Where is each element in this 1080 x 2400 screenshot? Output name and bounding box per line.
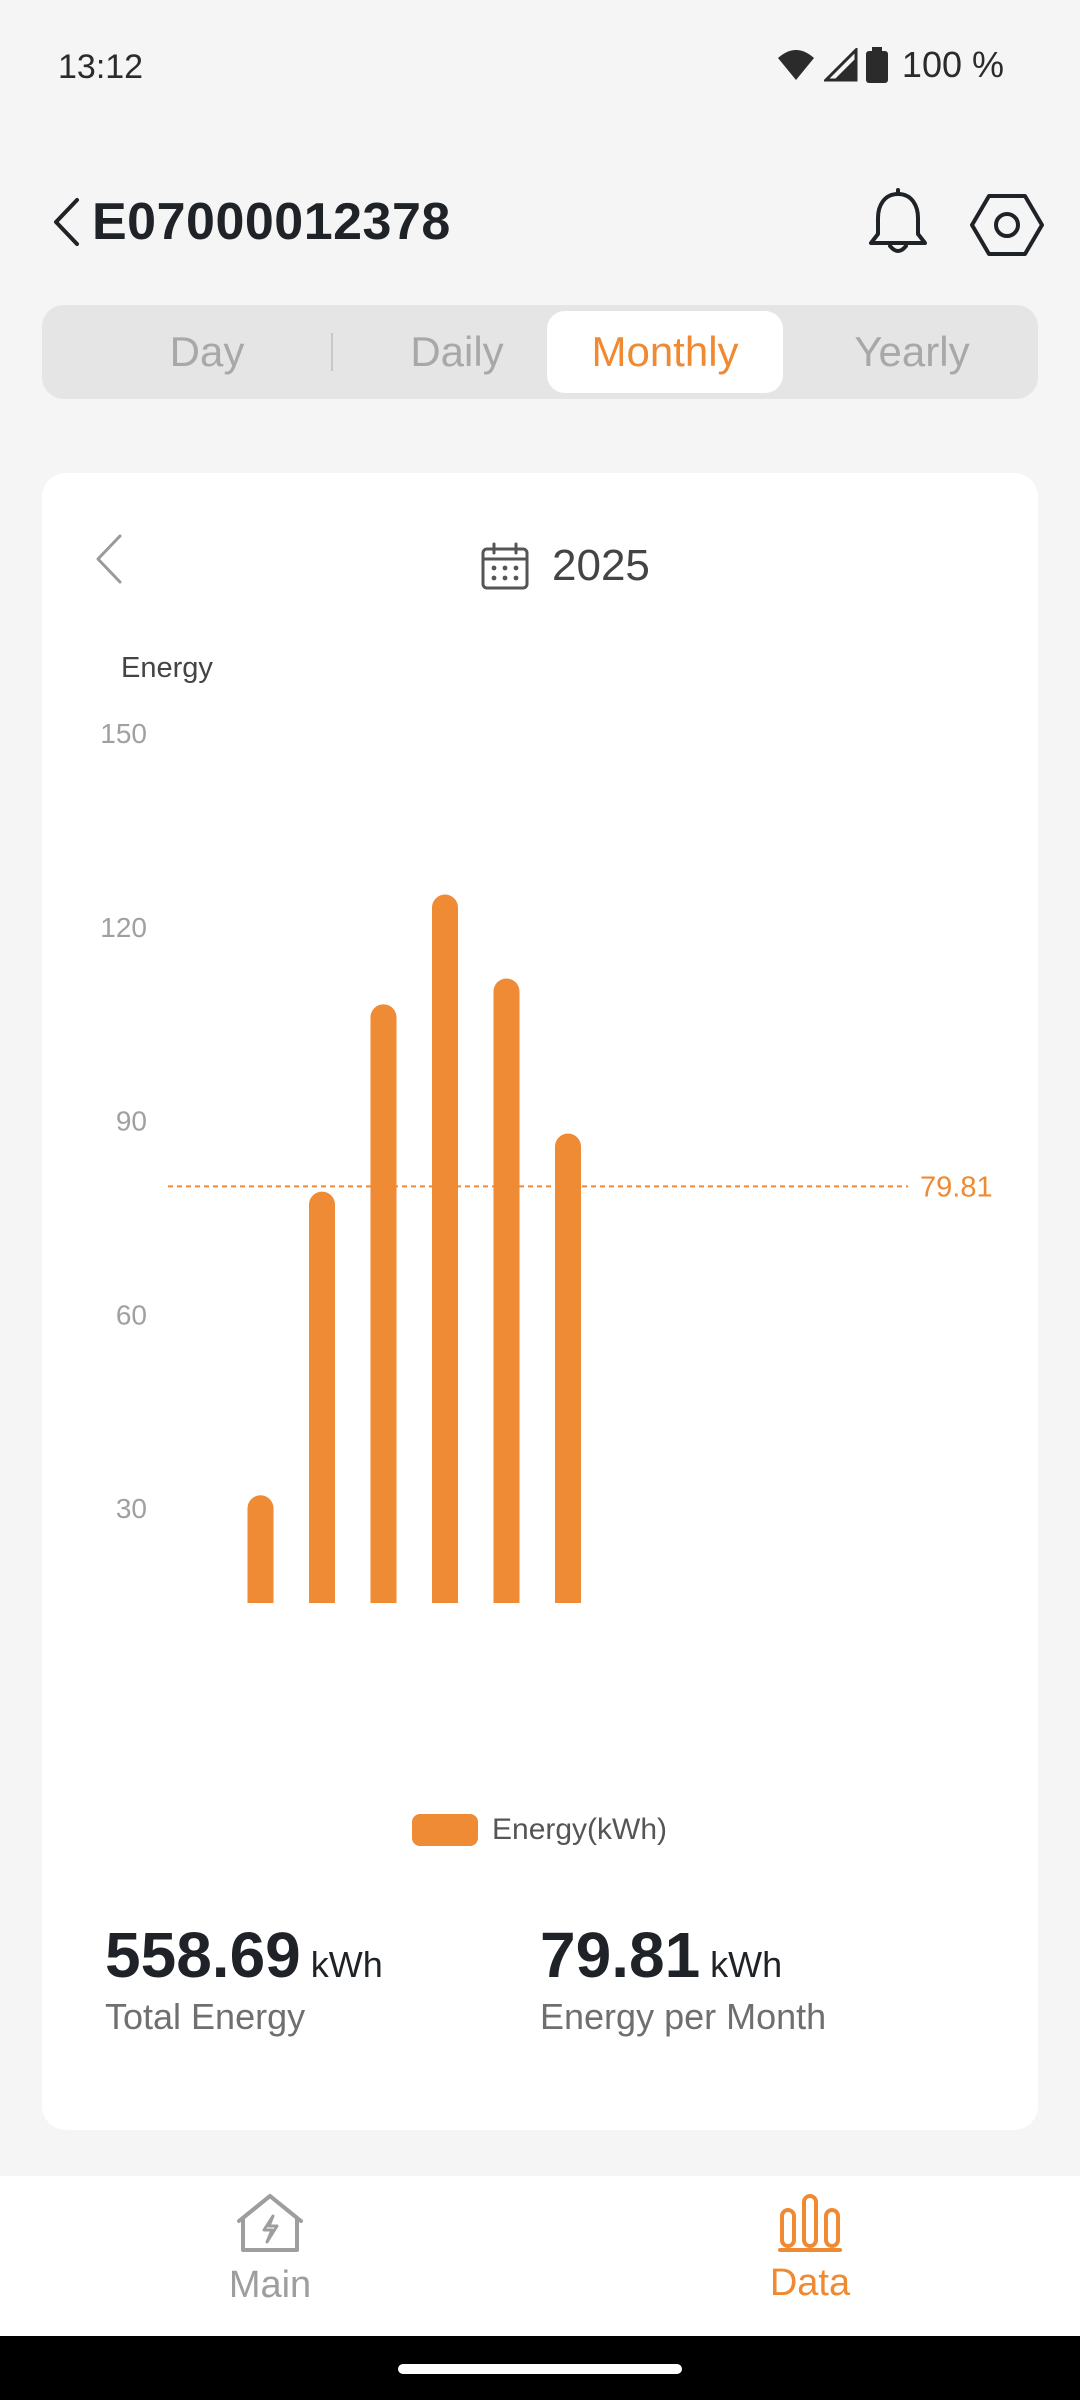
- cellular-signal-icon: [823, 48, 858, 82]
- bar-month-4: [370, 1004, 397, 1603]
- system-gesture-bar: [0, 2336, 1080, 2400]
- tab-day[interactable]: Day: [169, 328, 245, 375]
- energy-per-month-unit: kWh: [710, 1944, 783, 1985]
- energy-per-month-stat: 79.81 kWh Energy per Month: [540, 1918, 826, 2038]
- home-icon: [237, 2194, 303, 2252]
- bar-month-6: [493, 978, 520, 1603]
- battery-percent: 100 %: [901, 44, 1004, 85]
- tab-divider: [331, 333, 333, 371]
- monthly-energy-chart: Energy030609012015012345678910111279.81: [42, 653, 1038, 1603]
- calendar-icon: [481, 542, 529, 590]
- bar-month-5: [432, 894, 458, 1603]
- total-energy-unit: kWh: [310, 1944, 383, 1985]
- chevron-left-icon: [96, 534, 122, 584]
- y-tick-label: 90: [116, 1106, 147, 1137]
- nav-data[interactable]: Data: [710, 2192, 910, 2305]
- bar-month-3: [309, 1191, 335, 1603]
- hexagon-settings-icon: [970, 194, 1044, 256]
- home-gesture-handle[interactable]: [398, 2364, 682, 2374]
- chart-legend: Energy(kWh): [412, 1813, 667, 1847]
- year-selector[interactable]: 2025: [480, 531, 650, 601]
- nav-main[interactable]: Main: [170, 2192, 370, 2307]
- y-tick-label: 150: [100, 718, 147, 749]
- y-axis-title: Energy: [121, 653, 213, 684]
- legend-label: Energy(kWh): [492, 1813, 668, 1846]
- period-tabs: Day Daily Monthly Yearly: [42, 305, 1038, 399]
- tab-monthly[interactable]: Monthly: [547, 311, 783, 393]
- nav-main-label: Main: [228, 2264, 312, 2306]
- notifications-button[interactable]: [866, 188, 930, 258]
- y-tick-label: 120: [100, 912, 147, 943]
- app-header: E07000012378: [0, 170, 1080, 270]
- status-icons: 100 %: [776, 44, 1004, 86]
- bar-month-7: [555, 1133, 581, 1603]
- energy-per-month-label: Energy per Month: [540, 1996, 827, 2037]
- chevron-left-icon: [54, 198, 79, 246]
- wifi-icon: [777, 50, 814, 80]
- back-button[interactable]: [46, 192, 86, 252]
- energy-per-month-value: 79.81: [540, 1919, 701, 1991]
- total-energy-label: Total Energy: [105, 1996, 306, 2037]
- y-tick-label: 60: [116, 1299, 147, 1330]
- bar-month-2: [247, 1495, 274, 1603]
- device-title: E07000012378: [92, 193, 451, 251]
- status-time: 13:12: [58, 48, 144, 86]
- total-energy-value: 558.69: [105, 1919, 301, 1991]
- bottom-navigation: Main Data: [0, 2176, 1080, 2336]
- nav-data-label: Data: [769, 2262, 851, 2304]
- average-line-label: 79.81: [920, 1171, 993, 1203]
- y-tick-label: 30: [116, 1493, 147, 1524]
- year-label: 2025: [552, 541, 650, 590]
- total-energy-stat: 558.69 kWh Total Energy: [105, 1918, 383, 2038]
- tab-daily[interactable]: Daily: [410, 328, 504, 375]
- bar-chart-icon: [778, 2194, 842, 2252]
- battery-icon: [865, 47, 888, 83]
- chart-svg: Energy030609012015012345678910111279.81: [100, 653, 993, 1603]
- energy-card: 2025 Energy03060901201501234567891011127…: [42, 473, 1038, 2130]
- bell-icon: [869, 188, 927, 253]
- tab-yearly[interactable]: Yearly: [854, 328, 970, 375]
- previous-year-button[interactable]: [94, 533, 134, 593]
- settings-button[interactable]: [970, 188, 1044, 262]
- legend-swatch: [412, 1814, 478, 1846]
- status-bar: 13:12 100 %: [0, 0, 1080, 130]
